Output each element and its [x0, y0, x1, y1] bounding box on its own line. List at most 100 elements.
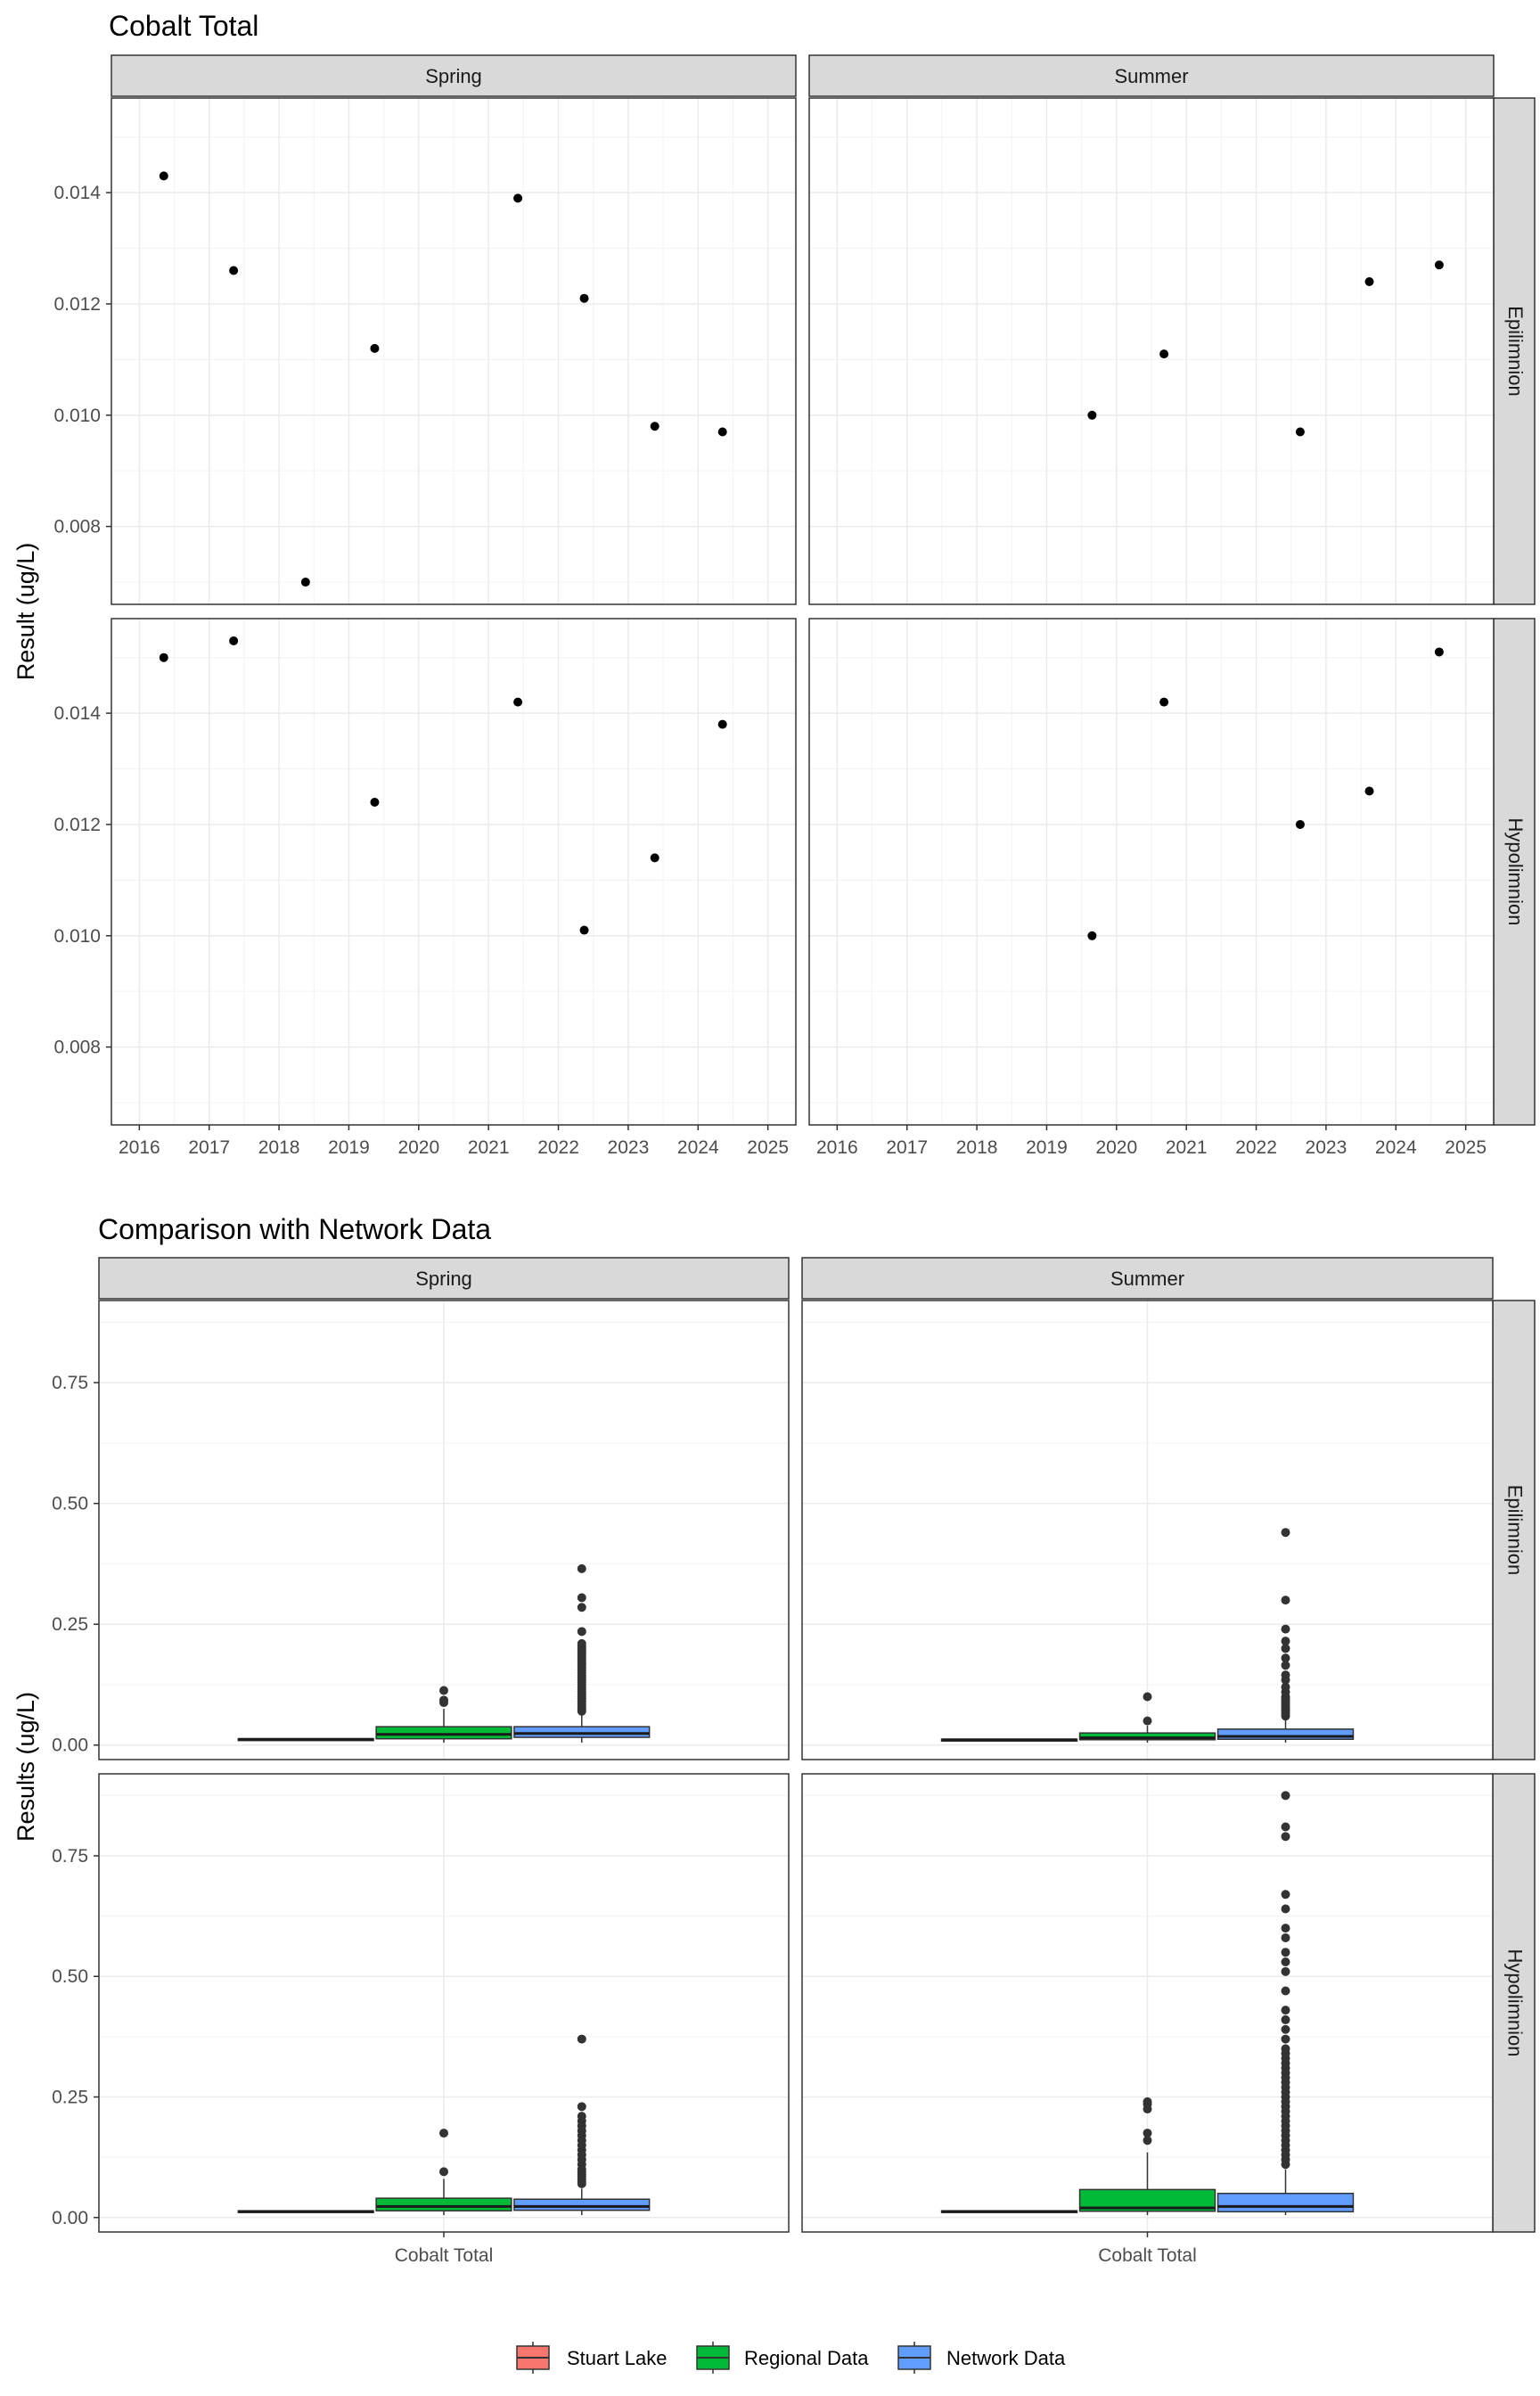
box-stuart-lake — [237, 1737, 374, 1742]
outlier-point — [1281, 1924, 1290, 1933]
x-tick-label: 2016 — [816, 1137, 858, 1158]
box-body — [375, 1726, 512, 1740]
box-body — [513, 1726, 651, 1738]
box-stuart-lake — [237, 2210, 374, 2213]
outlier-point — [1281, 1904, 1290, 1914]
facet-label-summer: Summer — [1110, 1268, 1184, 1290]
outlier-point — [577, 1627, 586, 1637]
outlier-point — [1281, 1890, 1290, 1900]
x-tick-label: 2020 — [1095, 1137, 1137, 1158]
legend-item-stuart-lake: Stuart Lake — [516, 2342, 668, 2374]
box-stuart-lake — [940, 1738, 1078, 1742]
y-tick-label: 0.00 — [52, 1735, 88, 1756]
outlier-point — [1281, 2014, 1290, 2024]
x-tick-label: 2022 — [1235, 1137, 1277, 1158]
facet-label-spring: Spring — [415, 1268, 472, 1290]
box-chart: Spring Summer Epilimnion Hypolimnion 0.00 0.2… — [12, 1257, 1536, 2374]
outlier-point — [577, 1638, 586, 1648]
scatter-chart-title: Cobalt Total — [109, 10, 258, 42]
box-chart-title: Comparison with Network Data — [98, 1213, 491, 1245]
facet-strip-epilimnion — [1492, 1300, 1536, 1760]
outlier-point — [1281, 1670, 1290, 1680]
y-tick-label: 0.25 — [52, 1614, 88, 1635]
box-body — [375, 2197, 512, 2211]
panel-spring-hypolimnion — [111, 618, 797, 1126]
outlier-point — [577, 1563, 586, 1573]
data-point — [717, 427, 727, 437]
panel-spring-epilimnion — [111, 97, 797, 605]
outlier-point — [1143, 1716, 1152, 1726]
x-tick-label: 2019 — [328, 1137, 370, 1158]
panel-summer-epilimnion — [801, 1300, 1494, 1760]
y-tick-label: 0.50 — [52, 1966, 88, 1987]
outlier-point — [439, 2129, 448, 2138]
legend-item-regional-data: Regional Data — [696, 2342, 869, 2374]
box-body — [513, 2198, 651, 2211]
data-point — [1087, 410, 1097, 420]
data-point — [229, 266, 239, 275]
x-tick-label: 2025 — [1445, 1137, 1487, 1158]
legend-item-network-data: Network Data — [897, 2342, 1066, 2374]
y-tick-label: 0.014 — [53, 183, 101, 203]
box-network-data — [1216, 1791, 1355, 2216]
y-tick-label: 0.75 — [52, 1846, 88, 1867]
data-point — [1364, 276, 1374, 286]
outlier-point — [577, 2102, 586, 2112]
panel-border — [111, 618, 797, 1126]
x-tick-label: 2024 — [677, 1137, 719, 1158]
data-point — [513, 697, 523, 707]
legend-label: Stuart Lake — [567, 2347, 668, 2369]
facet-label-hypolimnion: Hypolimnion — [1504, 1949, 1527, 2056]
box-regional-data — [1078, 1692, 1216, 1744]
box-stuart-lake — [940, 2210, 1078, 2213]
y-tick-label: 0.00 — [52, 2208, 88, 2228]
panel-summer-epilimnion — [808, 97, 1495, 605]
outlier-point — [1281, 1528, 1290, 1538]
data-point — [370, 797, 380, 807]
x-tick-label: Cobalt Total — [395, 2245, 494, 2266]
x-tick-label: 2021 — [1166, 1137, 1208, 1158]
box-body — [1078, 1732, 1216, 1741]
data-point — [229, 636, 239, 645]
x-tick-label: 2023 — [1306, 1137, 1348, 1158]
data-point — [513, 193, 523, 203]
x-tick-label: 2016 — [119, 1137, 160, 1158]
outlier-point — [1281, 1682, 1290, 1692]
x-tick-label: 2019 — [1026, 1137, 1068, 1158]
y-tick-label: 0.010 — [53, 926, 101, 947]
y-tick-label: 0.008 — [53, 517, 101, 537]
data-point — [650, 853, 659, 863]
outlier-point — [1281, 1644, 1290, 1653]
data-point — [717, 719, 727, 729]
facet-label-epilimnion: Epilimnion — [1504, 306, 1527, 397]
box-network-data — [1216, 1528, 1355, 1744]
outlier-point — [1281, 2024, 1290, 2034]
outlier-point — [577, 2034, 586, 2044]
outlier-point — [1281, 1661, 1290, 1670]
outlier-point — [1281, 1932, 1290, 1942]
outlier-point — [577, 2112, 586, 2121]
outlier-point — [439, 1686, 448, 1695]
y-tick-label: 0.75 — [52, 1373, 88, 1393]
panel-border — [808, 97, 1495, 605]
outlier-point — [1281, 2006, 1290, 2015]
outlier-point — [577, 1593, 586, 1603]
outlier-point — [1281, 2034, 1290, 2044]
facet-strip-summer — [808, 54, 1495, 97]
data-point — [1295, 427, 1305, 437]
outlier-point — [1281, 1637, 1290, 1646]
facet-strip-hypolimnion — [1492, 1773, 1536, 2233]
y-axis-title: Results (ug/L) — [12, 1692, 39, 1842]
panel-summer-hypolimnion — [801, 1773, 1494, 2233]
facet-label-summer: Summer — [1114, 65, 1188, 87]
box-regional-data — [1078, 2096, 1216, 2216]
data-point — [579, 925, 589, 935]
y-tick-label: 0.008 — [53, 1038, 101, 1058]
facet-label-spring: Spring — [425, 65, 482, 87]
facet-strip-spring — [111, 54, 797, 97]
y-tick-label: 0.012 — [53, 294, 101, 315]
panel-spring-epilimnion — [98, 1300, 790, 1760]
panel-border — [98, 1300, 790, 1760]
y-axis-title: Result (ug/L) — [12, 543, 39, 681]
